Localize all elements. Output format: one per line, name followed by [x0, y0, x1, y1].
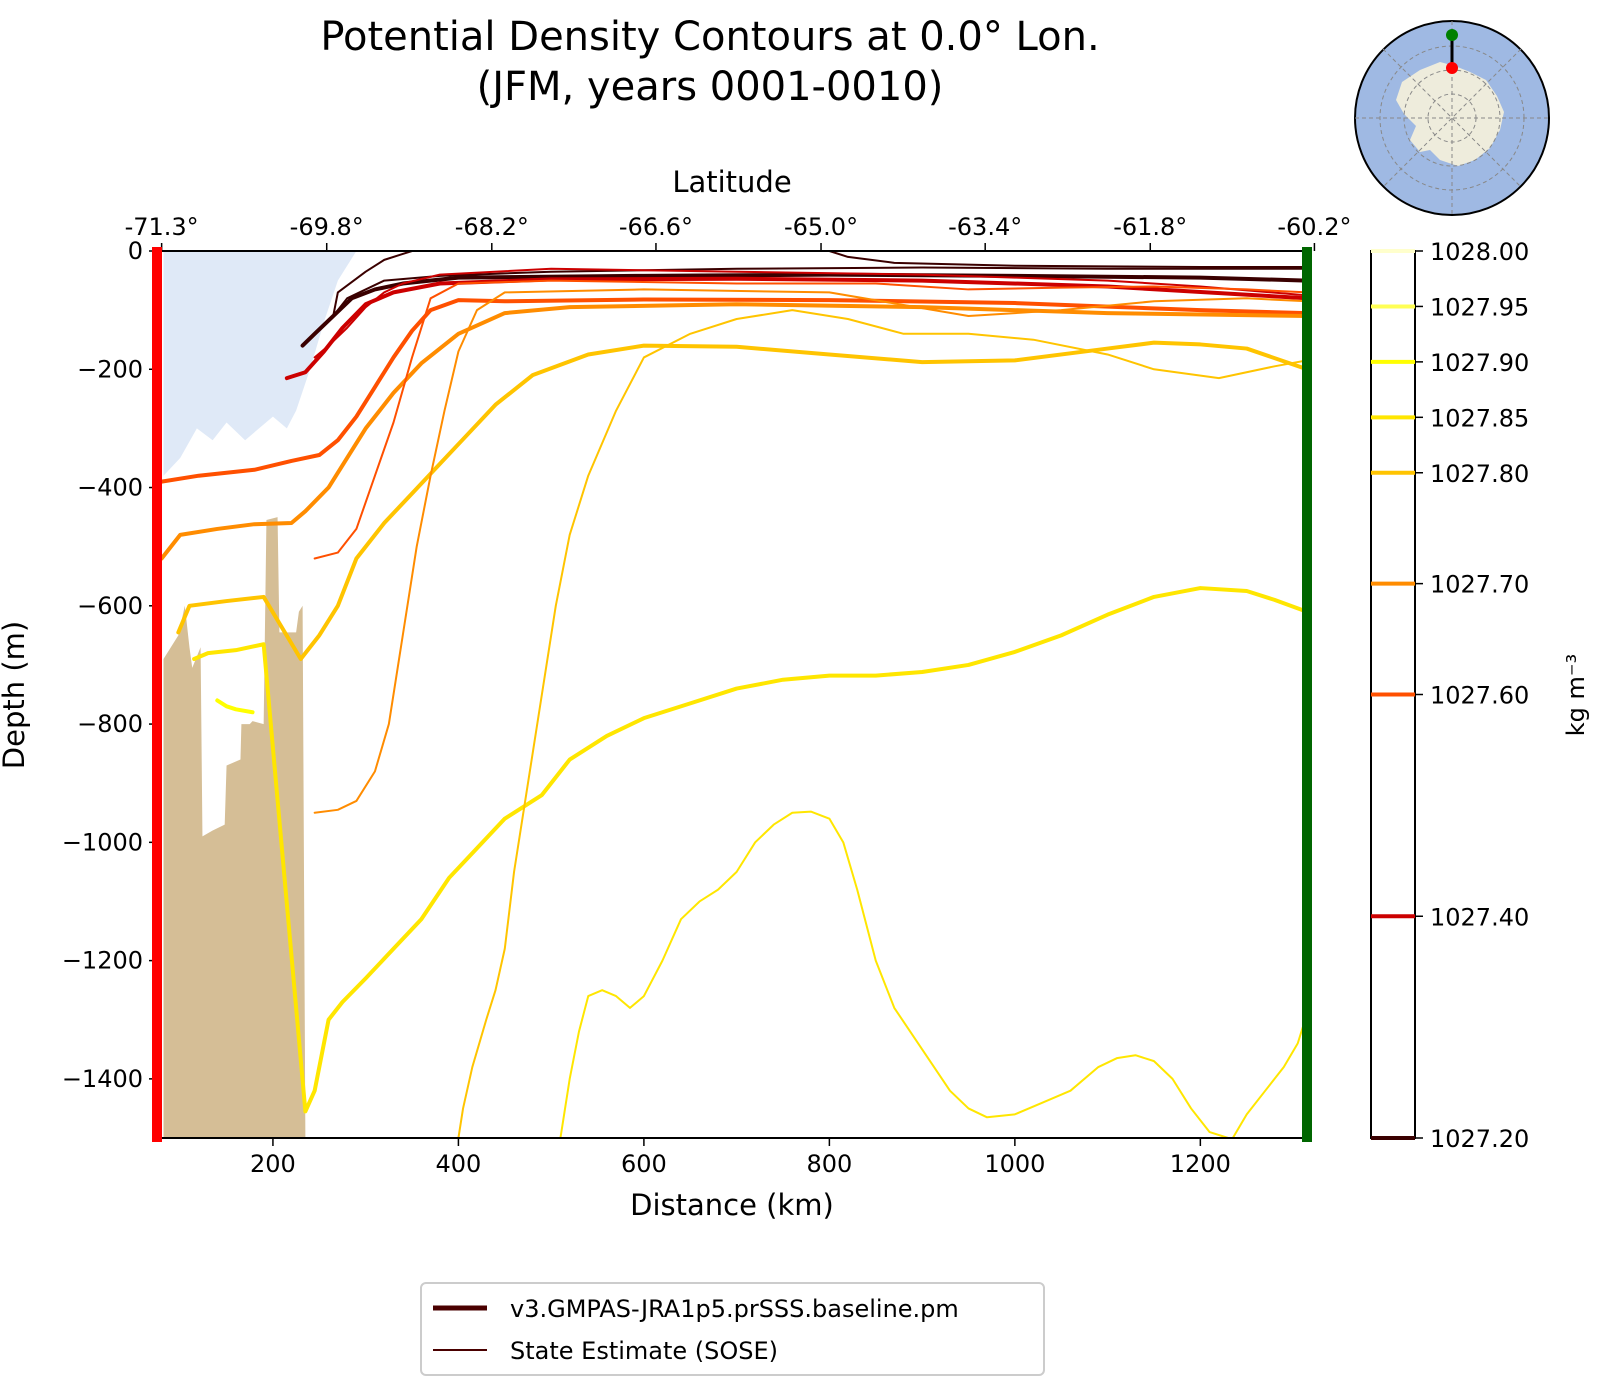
y-tick-label: −200: [77, 355, 143, 383]
top-tick-label: -69.8°: [290, 213, 364, 241]
x-tick-label: 200: [250, 1150, 296, 1178]
top-latitude-axis: -71.3° -69.8° -68.2° -66.6° -65.0° -63.4° -61.…: [125, 213, 1351, 251]
colorbar-tick-label: 1027.90: [1430, 349, 1529, 377]
contour-line-sose-1027.7-11: [313, 288, 1307, 814]
inset-grid-meridian: [1382, 48, 1522, 188]
colorbar-label: kg m⁻³: [1562, 654, 1590, 736]
top-tick-label: -68.2°: [455, 213, 529, 241]
chart-subtitle: (JFM, years 0001-0010): [477, 64, 944, 110]
y-tick-label: −400: [77, 474, 143, 502]
contour-line-model-1027.9-6: [215, 698, 255, 715]
x-tick-label: 600: [621, 1150, 667, 1178]
inset-transect-end-marker: [1446, 29, 1458, 41]
chart-title: Potential Density Contours at 0.0° Lon.: [320, 14, 1099, 60]
y-tick-label: −800: [77, 710, 143, 738]
x-tick-label: 1000: [984, 1150, 1045, 1178]
y-axis-label: Depth (m): [0, 621, 31, 769]
inset-grid-meridian: [1382, 48, 1522, 188]
legend: v3.GMPAS-JRA1p5.prSSS.baseline.pm State …: [420, 1282, 1045, 1376]
contour-line-sose-1027.2-8: [828, 251, 1307, 268]
colorbar-tick-label: 1027.60: [1430, 682, 1529, 710]
top-axis-label: Latitude: [672, 165, 791, 199]
legend-label-sose: State Estimate (SOSE): [510, 1337, 778, 1365]
contour-line-sose-1027.85-13: [559, 810, 1230, 1138]
y-tick-label: −1000: [62, 828, 143, 856]
contour-line-model-1027.2-0: [300, 272, 1307, 348]
colorbar-tick-label: 1027.70: [1430, 571, 1529, 599]
contour-line-sose-1027.85-14: [1231, 1012, 1307, 1138]
colorbar-tick-label: 1027.80: [1430, 460, 1529, 488]
x-axis-label: Distance (km): [630, 1188, 834, 1222]
legend-box: [420, 1282, 1045, 1376]
top-tick-label: -65.0°: [784, 213, 858, 241]
colorbar-tick-label: 1028.00: [1430, 238, 1529, 266]
contour-line-sose-1027.2-7: [332, 251, 1307, 318]
contour-line-sose-1027.8-12: [457, 309, 1307, 1138]
top-tick-label: -60.2°: [1277, 213, 1351, 241]
inset-antarctica: [1396, 62, 1504, 166]
inset-map: [1354, 20, 1550, 216]
y-tick-label: 0: [128, 237, 143, 265]
plot-area: [159, 251, 1307, 1138]
top-tick-label: -63.4°: [948, 213, 1022, 241]
y-tick-label: −600: [77, 592, 143, 620]
top-tick-label: -61.8°: [1113, 213, 1187, 241]
y-axis: 0 −200 −400 −600 −800 −1000 −1200 −1400: [62, 237, 157, 1093]
contour-line-sose-1027.4-9: [313, 267, 1307, 359]
contour-line-model-1027.8-4: [176, 340, 1307, 662]
legend-label-model: v3.GMPAS-JRA1p5.prSSS.baseline.pm: [510, 1295, 959, 1323]
colorbar-tick-label: 1027.40: [1430, 903, 1529, 931]
y-tick-label: −1400: [62, 1065, 143, 1093]
top-tick-label: -71.3°: [125, 213, 199, 241]
contour-line-model-1027.4-1: [284, 276, 1307, 381]
top-tick-label: -66.6°: [619, 213, 693, 241]
contour-line-model-1027.85-5: [192, 586, 1307, 1114]
y-tick-label: −1200: [62, 947, 143, 975]
axes-frame: [156, 250, 1308, 1139]
x-tick-label: 400: [436, 1150, 482, 1178]
inset-transect-start-marker: [1446, 62, 1458, 74]
x-tick-label: 800: [806, 1150, 852, 1178]
colorbar-tick-label: 1027.20: [1430, 1125, 1529, 1153]
colorbar: 1028.00 1027.95 1027.90 1027.85 1027.80 1027.…: [1370, 238, 1590, 1153]
bathymetry: [163, 517, 306, 1138]
colorbar-tick-label: 1027.95: [1430, 293, 1529, 321]
colorbar-tick-label: 1027.85: [1430, 404, 1529, 432]
x-tick-label: 1200: [1170, 1150, 1231, 1178]
contour-line-sose-1027.6-10: [313, 279, 1307, 560]
ice-shelf: [163, 251, 357, 476]
contour-line-model-1027.6-2: [159, 297, 1307, 484]
x-axis: 200 400 600 800 1000 1200: [250, 1138, 1231, 1178]
contour-line-model-1027.7-3: [159, 302, 1307, 561]
